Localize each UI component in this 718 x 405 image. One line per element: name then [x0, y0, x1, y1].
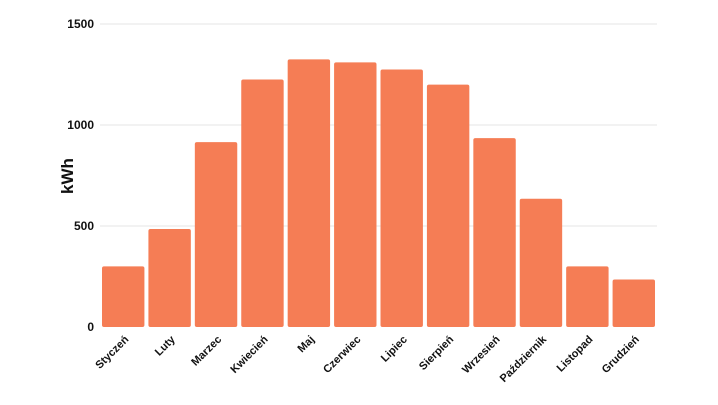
x-category-label: Grudzień [600, 333, 642, 375]
y-tick-label: 500 [74, 219, 94, 233]
y-tick-label: 1000 [67, 118, 94, 132]
x-category-label: Marzec [189, 334, 224, 369]
grid-lines [100, 23, 657, 227]
x-category-label: Sierpień [417, 333, 456, 372]
bar [334, 62, 377, 327]
x-category-label: Styczeń [93, 333, 131, 371]
bar [194, 142, 238, 327]
bar [519, 198, 563, 327]
y-tick-label: 0 [87, 320, 94, 334]
bar [473, 138, 516, 327]
x-category-label: Maj [296, 334, 317, 355]
bar [612, 279, 655, 327]
bar [102, 266, 145, 327]
bar [426, 84, 470, 327]
bar [380, 69, 423, 327]
x-category-label: Kwiecień [228, 333, 270, 375]
x-category-label: Lipiec [379, 334, 410, 365]
bar-series [102, 59, 655, 327]
x-category-label: Wrzesień [460, 333, 503, 376]
y-tick-label: 1500 [67, 17, 94, 31]
x-category-label: Listopad [555, 334, 596, 375]
x-axis-category-labels: Styczeń Luty Marzec Kwiecień Maj Czerwiec Lipi… [93, 333, 642, 385]
bar [287, 59, 331, 327]
bar [241, 79, 284, 327]
bar [148, 229, 191, 327]
y-axis-tick-labels: 0 500 1000 1500 [67, 17, 94, 334]
bar [566, 266, 609, 327]
x-category-label: Październik [498, 333, 550, 385]
y-axis-title: kWh [58, 158, 77, 194]
x-category-label: Czerwiec [321, 334, 363, 376]
x-category-label: Luty [153, 333, 179, 359]
